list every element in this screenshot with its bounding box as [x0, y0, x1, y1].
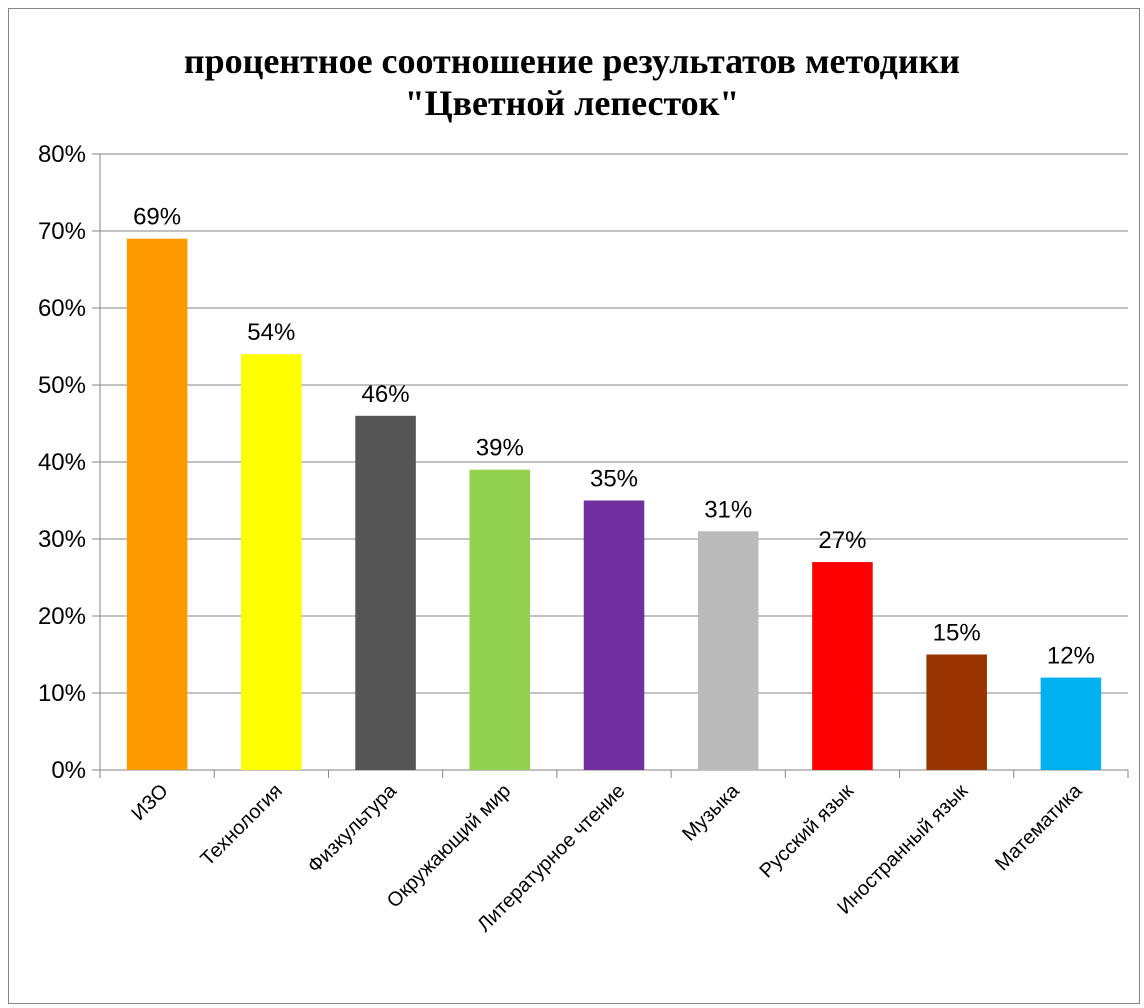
y-tick-label: 70%	[38, 218, 86, 245]
data-label: 27%	[818, 527, 866, 554]
x-tick-label: Окружающий мир	[383, 780, 515, 912]
y-tick-label: 20%	[38, 603, 86, 630]
x-tick-label: Иностранный язык	[833, 780, 972, 919]
bar	[1040, 677, 1102, 770]
y-tick-label: 0%	[51, 757, 86, 784]
bar	[355, 415, 416, 770]
data-label: 15%	[933, 620, 981, 647]
x-tick-label: ИЗО	[128, 780, 173, 825]
x-tick-label: Технология	[196, 780, 286, 870]
data-label: 31%	[704, 496, 752, 523]
bar	[812, 562, 873, 770]
y-tick-label: 30%	[38, 526, 86, 553]
y-tick-label: 10%	[38, 680, 86, 707]
bar	[583, 500, 645, 770]
data-label: 69%	[133, 204, 181, 231]
data-label: 35%	[590, 466, 638, 493]
bar	[241, 354, 302, 770]
x-tick-label: Математика	[991, 779, 1087, 875]
bar	[469, 469, 531, 770]
y-tick-label: 60%	[38, 295, 86, 322]
data-label: 54%	[247, 319, 295, 346]
x-tick-label: Русский язык	[756, 780, 859, 883]
chart-frame	[8, 8, 1140, 1004]
data-label: 46%	[362, 381, 410, 408]
bars	[126, 238, 1102, 770]
data-label: 12%	[1047, 643, 1095, 670]
x-tick-label: Музыка	[678, 779, 744, 845]
chart-title-line-2: "Цветной лепесток"	[404, 83, 740, 123]
chart-title: процентное соотношение результатов метод…	[0, 40, 1144, 124]
y-tick-label: 50%	[38, 372, 86, 399]
bar	[926, 654, 987, 770]
y-tick-label: 40%	[38, 449, 86, 476]
data-label: 39%	[476, 435, 524, 462]
bar	[126, 238, 188, 770]
y-tick-label: 80%	[38, 141, 86, 168]
chart-title-line-1: процентное соотношение результатов метод…	[183, 41, 961, 81]
x-tick-label: Физкультура	[303, 779, 401, 877]
bar	[697, 531, 759, 770]
